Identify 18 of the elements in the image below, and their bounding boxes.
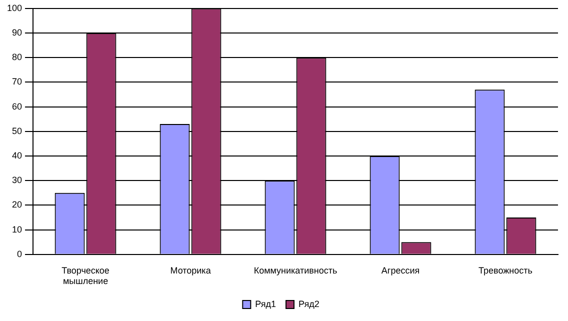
- x-tick-label: Тревожность: [478, 265, 533, 276]
- y-tick-label: 70: [12, 76, 22, 87]
- legend-label: Ряд1: [255, 298, 276, 309]
- y-tick-label: 0: [17, 248, 22, 259]
- y-tick-label: 50: [12, 126, 22, 136]
- y-tick-label: 20: [12, 200, 22, 210]
- legend-label: Ряд2: [298, 298, 320, 309]
- x-tick-label: Коммуникативность: [254, 265, 338, 276]
- y-tick-label: 80: [12, 52, 22, 62]
- y-tick-label: 10: [12, 224, 22, 234]
- x-tick-label: Творческое мышление: [62, 265, 110, 286]
- x-tick-label: Моторика: [170, 265, 211, 276]
- y-tick-label: 30: [12, 175, 22, 186]
- y-tick-label: 100: [6, 2, 22, 13]
- x-tick-label: Агрессия: [381, 265, 420, 276]
- y-tick-label: 90: [12, 27, 22, 38]
- y-tick-label: 40: [12, 150, 22, 160]
- y-tick-label: 60: [12, 101, 22, 112]
